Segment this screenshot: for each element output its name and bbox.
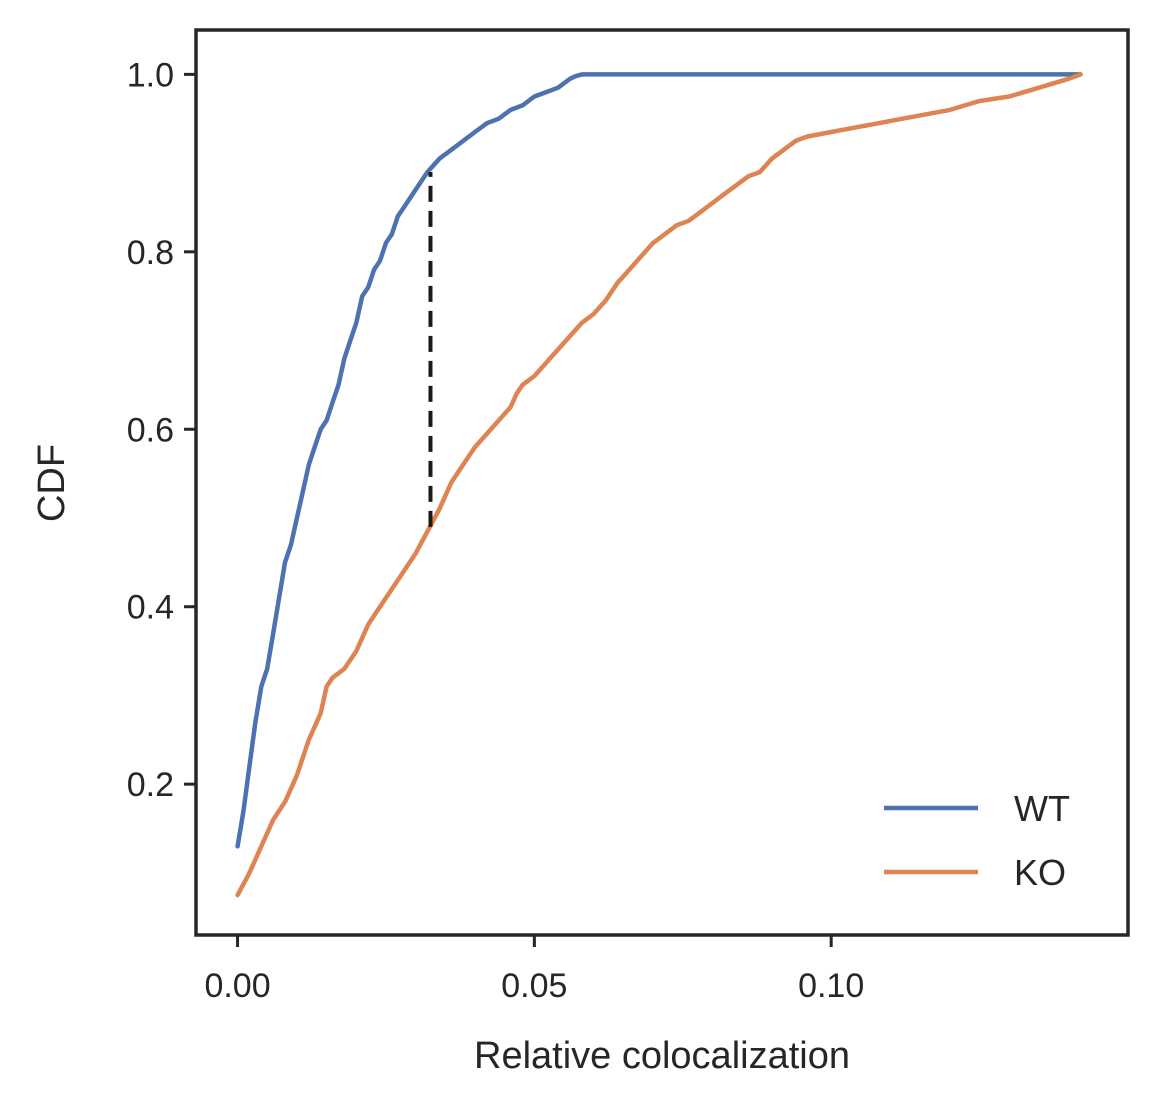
y-axis: 0.2 0.4 0.6 0.8 1.0: [127, 56, 196, 804]
x-tick-label: 0.05: [501, 967, 567, 1005]
y-tick-label: 0.4: [127, 589, 174, 627]
y-tick-label: 1.0: [127, 56, 174, 94]
x-tick-label: 0.10: [798, 967, 864, 1005]
series-line-ko: [235, 72, 1083, 898]
legend: WT KO: [884, 788, 1070, 893]
x-axis-title: Relative colocalization: [474, 1035, 850, 1077]
plot-area: [235, 72, 1083, 898]
series-line-wt: [235, 72, 1083, 849]
legend-label-wt: WT: [1014, 788, 1070, 829]
plot-frame: [194, 28, 1130, 937]
y-tick-label: 0.6: [127, 411, 174, 449]
x-axis: 0.00 0.05 0.10: [204, 935, 864, 1005]
x-tick-label: 0.00: [204, 967, 270, 1005]
y-tick-label: 0.8: [127, 234, 174, 272]
y-axis-title: CDF: [31, 444, 73, 522]
legend-label-ko: KO: [1014, 852, 1066, 893]
y-tick-label: 0.2: [127, 766, 174, 804]
